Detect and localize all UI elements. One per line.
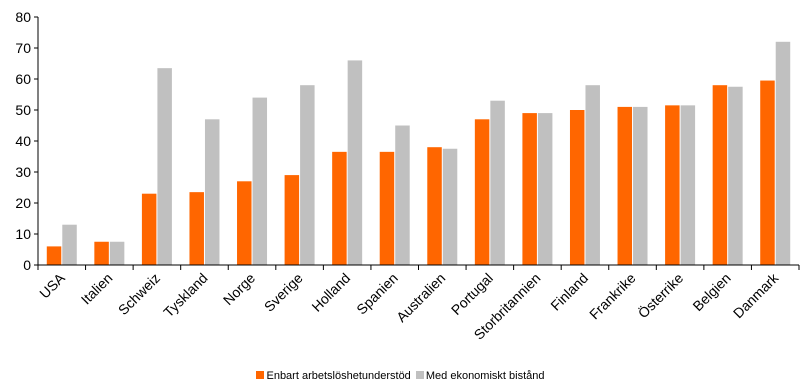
bar-med-12 [633, 106, 648, 266]
bar-enbart-12 [617, 106, 633, 266]
bar-med-8 [442, 148, 458, 265]
x-tick-label: Portugal [448, 270, 496, 318]
x-tick-label: Belgien [689, 270, 733, 314]
x-tick-label: Tyskland [160, 270, 210, 320]
bar-enbart-1 [94, 241, 109, 265]
bar-med-10 [537, 113, 553, 265]
legend-label-series-2: Med ekonomiskt bistånd [425, 370, 545, 382]
legend-item-series-2: Med ekonomiskt bistånd [415, 370, 545, 382]
bar-enbart-9 [474, 119, 490, 265]
legend-swatch-series-1 [256, 371, 265, 380]
bar-med-9 [490, 100, 505, 265]
bar-med-7 [395, 125, 410, 265]
x-tick-label: Danmark [730, 269, 782, 321]
y-tick-label: 10 [15, 226, 31, 242]
bar-enbart-15 [760, 80, 775, 265]
x-tick-label: Holland [308, 270, 353, 315]
y-tick-label: 80 [15, 9, 31, 25]
bar-med-1 [109, 241, 125, 265]
y-tick-label: 50 [15, 102, 31, 118]
legend: Enbart arbetslöshetunderstöd Med ekonomi… [0, 370, 801, 382]
y-tick-label: 30 [15, 164, 31, 180]
legend-swatch-series-2 [415, 371, 424, 380]
x-tick-label: Finland [547, 270, 591, 314]
y-tick-label: 40 [15, 133, 31, 149]
x-tick-label: USA [36, 269, 68, 301]
bar-med-11 [585, 85, 600, 265]
bar-med-14 [728, 86, 743, 265]
y-axis-ticks: 0 10 20 30 40 50 60 70 80 [15, 9, 38, 273]
bar-med-13 [680, 105, 696, 265]
bar-enbart-11 [569, 110, 585, 265]
x-tick-label: Frankrike [586, 270, 639, 323]
bars [46, 41, 791, 266]
axes [37, 17, 800, 270]
bar-enbart-8 [427, 147, 442, 265]
y-tick-label: 70 [15, 40, 31, 56]
bar-med-6 [347, 60, 363, 266]
x-tick-label: Australien [393, 270, 448, 325]
bar-enbart-14 [712, 85, 728, 265]
bar-med-5 [300, 85, 315, 265]
bar-enbart-7 [379, 151, 395, 265]
y-tick-label: 0 [23, 257, 31, 273]
x-tick-label: Schweiz [115, 270, 163, 318]
bar-enbart-10 [522, 113, 537, 265]
bar-enbart-4 [237, 181, 252, 265]
bar-enbart-6 [332, 151, 347, 265]
legend-item-series-1: Enbart arbetslöshetunderstöd [256, 370, 411, 382]
bar-enbart-3 [189, 192, 204, 265]
bar-med-0 [62, 224, 77, 265]
bar-enbart-2 [141, 193, 157, 265]
legend-label-series-1: Enbart arbetslöshetunderstöd [266, 370, 411, 382]
bar-enbart-5 [284, 175, 300, 265]
y-tick-label: 20 [15, 195, 31, 211]
bar-enbart-0 [46, 246, 62, 265]
x-tick-label: Norge [220, 270, 258, 308]
bar-med-2 [157, 68, 172, 266]
x-tick-label: Spanien [353, 270, 401, 318]
x-tick-label: Österrike [634, 269, 686, 321]
bar-med-4 [252, 97, 268, 265]
x-tick-label: Italien [78, 270, 116, 308]
bar-enbart-13 [665, 105, 680, 265]
bar-med-3 [204, 119, 220, 265]
y-tick-label: 60 [15, 71, 31, 87]
x-tick-label: Sverige [261, 270, 306, 315]
bar-med-15 [775, 41, 791, 265]
